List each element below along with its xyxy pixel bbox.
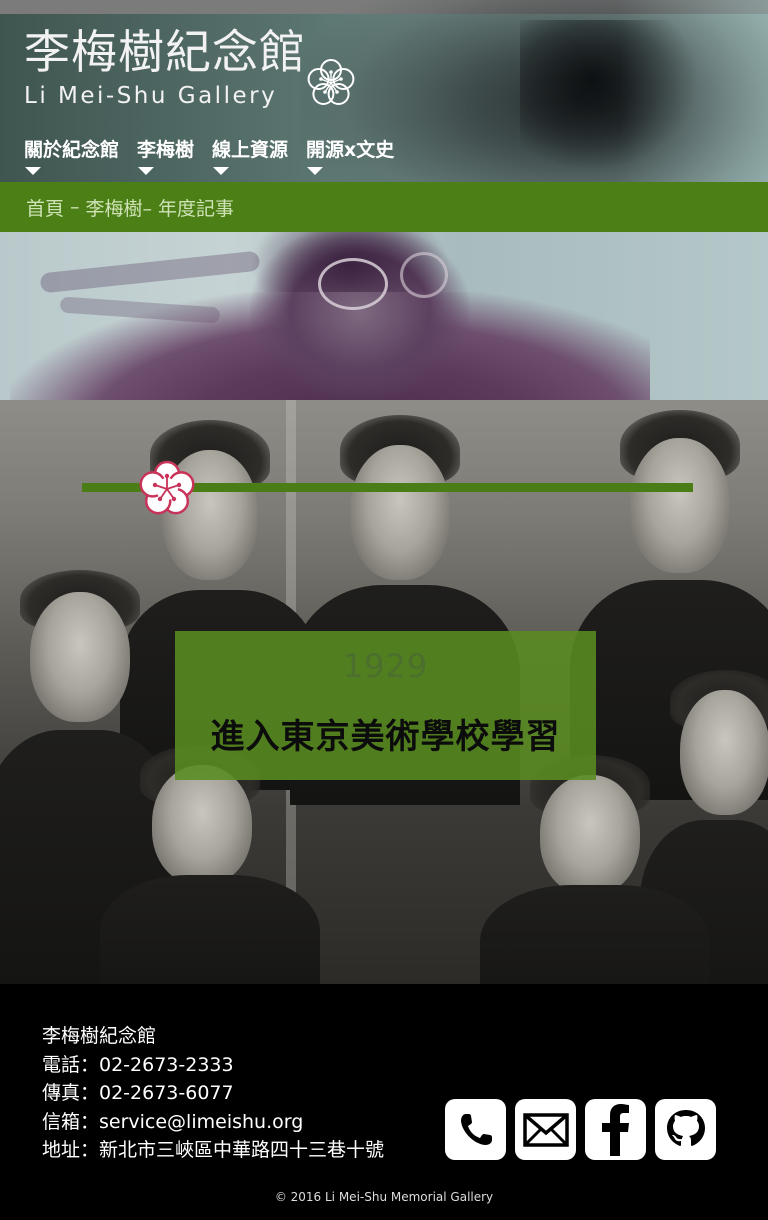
facebook-button[interactable] <box>585 1099 646 1160</box>
phone-icon <box>460 1113 492 1145</box>
breadcrumb-section-link[interactable]: 李梅樹– <box>85 197 153 220</box>
site-title-zh[interactable]: 李梅樹紀念館 <box>24 25 306 79</box>
portrait-banner <box>0 232 768 400</box>
group-photo <box>0 400 768 984</box>
caret-down-icon <box>25 167 41 175</box>
phone-text: 電話：02-2673-2333 <box>42 1053 234 1076</box>
breadcrumb-separator: – <box>70 196 80 218</box>
banner-glasses <box>400 252 448 298</box>
site-footer: 李梅樹紀念館 電話：02-2673-2333 傳真：02-2673-6077 信… <box>0 984 768 1220</box>
mail-icon <box>522 1112 569 1147</box>
org-name: 李梅樹紀念館 <box>42 1025 157 1047</box>
github-button[interactable] <box>655 1099 716 1160</box>
address-text: 地址：新北市三峽區中華路四十三巷十號 <box>42 1139 385 1161</box>
banner-glasses <box>318 258 388 310</box>
nav-item-li-mei-shu[interactable]: 李梅樹 <box>137 138 194 178</box>
plum-blossom-logo-icon <box>307 59 355 105</box>
nav-item-label: 關於紀念館 <box>24 139 120 161</box>
banner-brush-stroke <box>39 250 261 294</box>
breadcrumb-home-link[interactable]: 首頁 <box>26 197 65 220</box>
github-icon <box>666 1109 705 1146</box>
nav-item-online-resources[interactable]: 線上資源 <box>212 138 288 178</box>
timeline-event-card[interactable]: 1929 進入東京美術學校學習 <box>175 631 596 780</box>
facebook-icon <box>601 1103 629 1156</box>
nav-item-open-source[interactable]: 開源x文史 <box>306 138 394 178</box>
breadcrumb: 首頁 – 李梅樹– 年度記事 <box>0 182 768 232</box>
copyright-text: © 2016 Li Mei-Shu Memorial Gallery <box>274 1190 494 1204</box>
event-title: 進入東京美術學校學習 <box>210 717 561 757</box>
site-title-en[interactable]: Li Mei-Shu Gallery <box>24 83 278 109</box>
site-header: 李梅樹紀念館 Li Mei-Shu Gallery 關於紀念館 <box>0 0 768 182</box>
mail-button[interactable] <box>515 1099 576 1160</box>
phone-button[interactable] <box>445 1099 506 1160</box>
timeline-bar <box>82 483 693 492</box>
social-links <box>445 1099 725 1160</box>
breadcrumb-current: 年度記事 <box>158 197 235 220</box>
caret-down-icon <box>307 167 324 175</box>
nav-item-label: 李梅樹 <box>137 139 195 161</box>
caret-down-icon <box>138 167 155 175</box>
main-nav: 關於紀念館 李梅樹 線上資源 開源x文史 <box>24 138 412 178</box>
header-portrait-light <box>620 0 768 182</box>
fax-text: 傳真：02-2673-6077 <box>42 1082 234 1104</box>
email-text[interactable]: 信箱：service@limeishu.org <box>42 1110 304 1133</box>
nav-item-about[interactable]: 關於紀念館 <box>24 138 119 178</box>
contact-info: 李梅樹紀念館 電話：02-2673-2333 傳真：02-2673-6077 信… <box>42 1022 384 1165</box>
caret-down-icon <box>213 167 230 175</box>
nav-item-label: 線上資源 <box>212 139 289 161</box>
nav-item-label: 開源x文史 <box>306 139 395 161</box>
timeline-marker-flower-icon[interactable] <box>136 458 198 520</box>
event-year: 1929 <box>342 647 429 685</box>
